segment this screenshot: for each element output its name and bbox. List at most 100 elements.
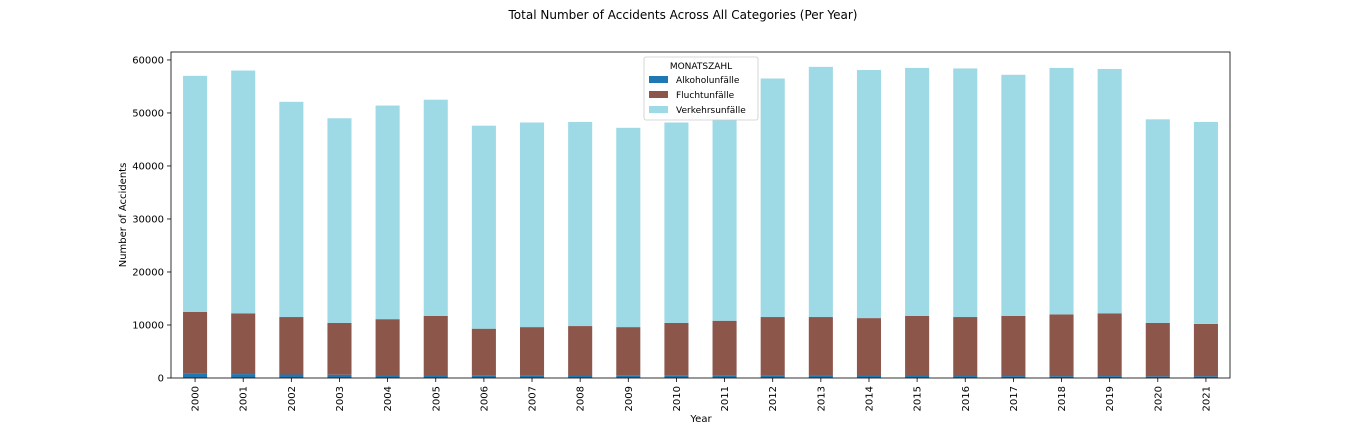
bar-2009-series-0 xyxy=(616,375,641,378)
y-tick-label: 20000 xyxy=(132,267,164,278)
x-tick-label: 2004 xyxy=(383,386,394,411)
x-tick-label: 2012 xyxy=(768,386,779,411)
bar-2004-series-2 xyxy=(375,105,400,320)
x-tick-label: 2017 xyxy=(1009,386,1020,411)
bar-2008-series-0 xyxy=(568,375,593,378)
bar-2002-series-1 xyxy=(279,317,304,375)
y-tick-label: 0 xyxy=(158,374,164,385)
bar-2000-series-1 xyxy=(183,312,208,374)
bar-2020-series-1 xyxy=(1145,322,1170,377)
legend-swatch xyxy=(649,106,668,113)
bar-2001-series-2 xyxy=(231,70,256,314)
x-axis-label: Year xyxy=(689,414,712,425)
x-tick-label: 2009 xyxy=(624,386,635,411)
bar-2011-series-1 xyxy=(712,320,737,376)
x-axis: 2000 2001 2002 2003 2004 2005 2006 2007 2008 2009… xyxy=(191,378,1212,411)
bar-2011-series-0 xyxy=(712,375,737,378)
x-tick-label: 2002 xyxy=(287,386,298,411)
plot-frame xyxy=(170,51,1231,379)
bar-2012-series-0 xyxy=(760,375,785,378)
bar-2000-series-0 xyxy=(183,373,208,378)
bar-2013-series-0 xyxy=(808,375,833,378)
x-tick-label: 2021 xyxy=(1201,386,1212,411)
bar-2005-series-1 xyxy=(423,315,448,376)
bar-2019-series-2 xyxy=(1097,68,1122,314)
bar-2014-series-2 xyxy=(856,70,882,319)
bar-2013-series-1 xyxy=(808,317,833,376)
x-tick-label: 2003 xyxy=(335,386,346,411)
y-axis-label: Number of Accidents xyxy=(118,163,129,268)
bar-2002-series-2 xyxy=(279,101,304,318)
bar-2001-series-1 xyxy=(231,313,256,375)
y-tick-label: 50000 xyxy=(132,108,164,119)
bar-2004-series-0 xyxy=(375,375,400,378)
bar-2000-series-2 xyxy=(183,75,208,312)
bar-2012-series-2 xyxy=(760,78,785,318)
x-tick-label: 2010 xyxy=(672,386,683,411)
x-tick-label: 2020 xyxy=(1153,386,1164,411)
bar-2011-series-2 xyxy=(712,119,737,321)
bar-2018-series-0 xyxy=(1049,376,1074,378)
y-tick-label: 10000 xyxy=(132,320,164,331)
x-tick-label: 2005 xyxy=(431,386,442,411)
legend-swatch xyxy=(649,91,668,98)
x-tick-label: 2018 xyxy=(1057,386,1068,411)
bar-2017-series-1 xyxy=(1001,315,1026,377)
bar-2017-series-2 xyxy=(1001,74,1026,316)
bar-2021-series-1 xyxy=(1193,323,1218,377)
y-tick-label: 40000 xyxy=(132,161,164,172)
x-tick-label: 2008 xyxy=(576,386,587,411)
bar-2016-series-1 xyxy=(953,317,978,377)
chart-title: Total Number of Accidents Across All Cat… xyxy=(508,8,858,22)
bar-2016-series-0 xyxy=(953,376,978,378)
bar-2009-series-2 xyxy=(616,127,641,328)
x-tick-label: 2000 xyxy=(191,386,202,411)
bar-2020-series-0 xyxy=(1145,376,1170,378)
bar-2007-series-1 xyxy=(519,327,545,376)
legend: MONATSZAHL Alkoholunfälle Fluchtunfälle Ver… xyxy=(643,56,759,121)
bar-2019-series-0 xyxy=(1097,376,1122,378)
bar-2021-series-0 xyxy=(1193,376,1218,378)
bar-2010-series-2 xyxy=(664,122,689,323)
bar-2005-series-2 xyxy=(423,99,448,316)
bar-2018-series-1 xyxy=(1049,314,1074,377)
bar-2013-series-2 xyxy=(808,66,833,318)
bar-2015-series-2 xyxy=(905,67,930,316)
x-tick-label: 2001 xyxy=(239,386,250,411)
legend-label: Fluchtunfälle xyxy=(676,91,735,101)
bar-2003-series-0 xyxy=(327,374,352,378)
bar-2010-series-1 xyxy=(664,322,689,376)
bar-2015-series-1 xyxy=(905,315,930,376)
bar-2019-series-1 xyxy=(1097,313,1122,377)
bar-2003-series-2 xyxy=(327,118,352,323)
bars-layer xyxy=(183,66,1218,378)
bar-2015-series-0 xyxy=(905,375,930,378)
bar-2014-series-0 xyxy=(856,375,882,378)
bar-2008-series-2 xyxy=(568,121,593,327)
x-tick-label: 2007 xyxy=(528,386,539,411)
x-tick-label: 2019 xyxy=(1105,386,1116,411)
bar-2007-series-0 xyxy=(519,375,545,378)
bar-2008-series-1 xyxy=(568,326,593,376)
bar-2006-series-2 xyxy=(471,125,496,329)
legend-swatch xyxy=(649,76,668,83)
x-tick-label: 2014 xyxy=(864,386,875,411)
bar-2017-series-0 xyxy=(1001,376,1026,378)
x-tick-label: 2015 xyxy=(913,386,924,411)
legend-label: Alkoholunfälle xyxy=(676,76,740,86)
bar-2016-series-2 xyxy=(953,68,978,318)
legend-label: Verkehrsunfälle xyxy=(676,106,746,116)
bar-2014-series-1 xyxy=(856,318,882,376)
bar-2021-series-2 xyxy=(1193,121,1218,324)
y-tick-label: 30000 xyxy=(132,214,164,225)
bar-2001-series-0 xyxy=(231,374,256,378)
x-tick-label: 2011 xyxy=(720,386,731,411)
bar-2004-series-1 xyxy=(375,319,400,376)
y-axis: 0 10000 20000 30000 40000 50000 60000 xyxy=(132,55,171,385)
bar-2002-series-0 xyxy=(279,374,304,378)
bar-2003-series-1 xyxy=(327,322,352,375)
bar-2005-series-0 xyxy=(423,375,448,378)
legend-title: MONATSZAHL xyxy=(670,62,732,72)
